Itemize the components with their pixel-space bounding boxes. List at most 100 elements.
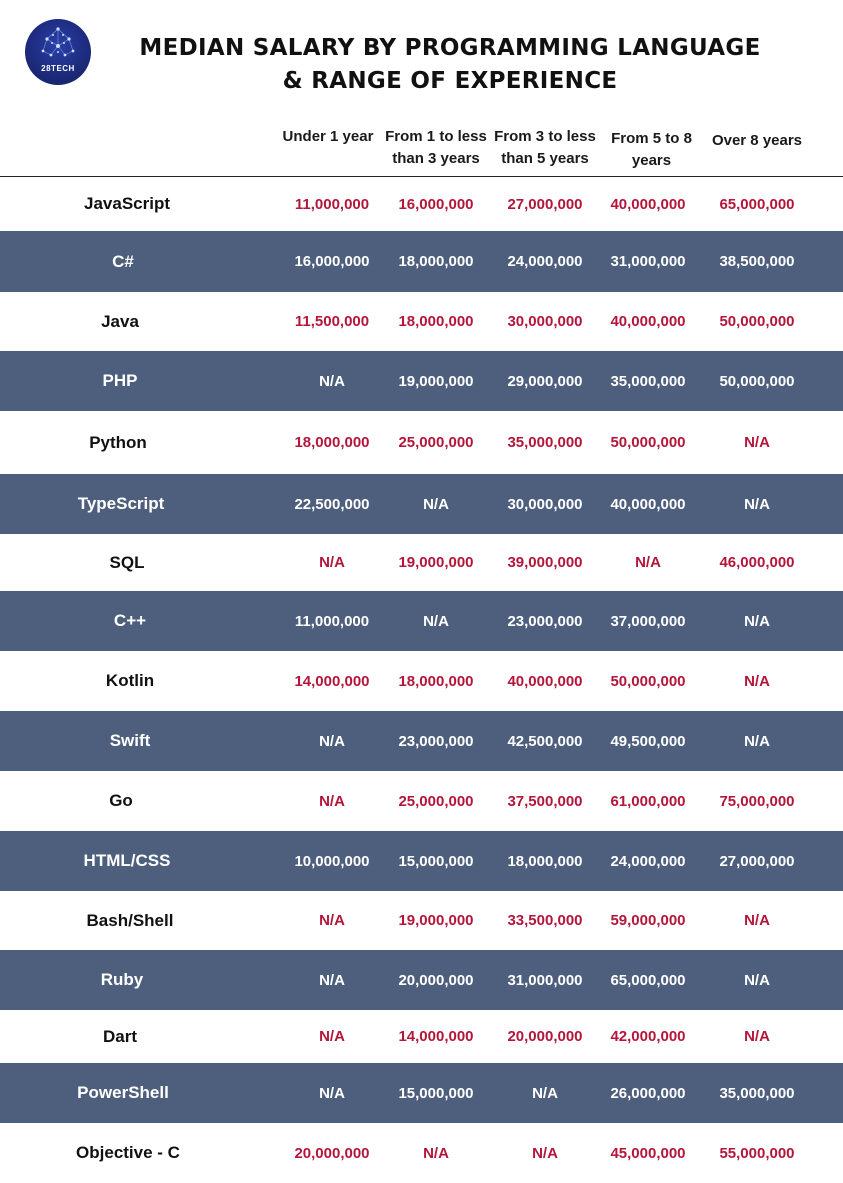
salary-cell: 18,000,000 (398, 253, 474, 270)
salary-cell: N/A (744, 672, 770, 690)
salary-cell: 50,000,000 (610, 434, 686, 451)
table-row: Bash/Shell N/A 19,000,000 33,500,000 59,000,… (0, 891, 843, 950)
column-header-over-8-years: Over 8 years (711, 132, 803, 149)
table-row: JavaScript 11,000,000 16,000,000 27,000,000… (0, 177, 843, 231)
salary-cell: 25,000,000 (398, 434, 474, 451)
language-name: Ruby (100, 970, 144, 989)
logo: 28TECH (25, 19, 91, 85)
salary-cell: 20,000,000 (398, 971, 474, 989)
salary-cell: N/A (319, 1028, 345, 1045)
table-row: C# 16,000,000 18,000,000 24,000,000 31,000,0… (0, 231, 843, 292)
salary-cell: 31,000,000 (507, 971, 583, 989)
table-row: C++ 11,000,000 N/A 23,000,000 37,000,000 N/A (0, 591, 843, 651)
language-name: PHP (102, 371, 138, 390)
salary-cell: 37,500,000 (507, 792, 583, 810)
salary-cell: 65,000,000 (610, 971, 686, 989)
salary-cell: 20,000,000 (294, 1144, 370, 1162)
salary-cell: 50,000,000 (610, 672, 686, 690)
salary-cell: 23,000,000 (507, 612, 583, 630)
table-row: Kotlin 14,000,000 18,000,000 40,000,000 50,0… (0, 651, 843, 711)
salary-cell: 11,500,000 (294, 313, 370, 330)
salary-cell: N/A (423, 1144, 449, 1162)
language-name: C# (112, 251, 134, 271)
salary-cell: 15,000,000 (398, 1084, 474, 1102)
salary-cell: 61,000,000 (610, 792, 686, 810)
salary-cell: 25,000,000 (398, 792, 474, 810)
salary-cell: 18,000,000 (294, 434, 370, 451)
salary-cell: N/A (635, 554, 661, 571)
title-line-1: MEDIAN SALARY BY PROGRAMMING LANGUAGE (139, 35, 761, 61)
salary-cell: 16,000,000 (398, 195, 474, 213)
table-row: SQL N/A 19,000,000 39,000,000 N/A 46,000,000 (0, 534, 843, 591)
salary-cell: N/A (744, 912, 770, 929)
salary-cell: 31,000,000 (610, 253, 686, 270)
salary-cell: 29,000,000 (507, 372, 583, 390)
salary-cell: 33,500,000 (507, 912, 583, 929)
table-row: Dart N/A 14,000,000 20,000,000 42,000,000 N/A (0, 1010, 843, 1063)
salary-cell: 30,000,000 (507, 495, 583, 513)
salary-cell: 18,000,000 (398, 313, 474, 330)
salary-cell: 20,000,000 (507, 1028, 583, 1045)
header-divider (0, 176, 843, 177)
table-row: Objective - C 20,000,000 N/A N/A 45,000,000 5… (0, 1123, 843, 1183)
language-name: HTML/CSS (83, 851, 171, 870)
salary-cell: 38,500,000 (719, 253, 795, 270)
salary-cell: 75,000,000 (719, 792, 795, 810)
language-name: C++ (113, 611, 147, 630)
table-row: Swift N/A 23,000,000 42,500,000 49,500,000 N/… (0, 711, 843, 771)
column-header-under-1-year: Under 1 year (282, 128, 374, 145)
salary-cell: 24,000,000 (507, 253, 583, 270)
language-name: Java (101, 311, 139, 331)
table-row: Ruby N/A 20,000,000 31,000,000 65,000,000 N/A (0, 950, 843, 1010)
language-name: SQL (109, 552, 145, 572)
page-title: MEDIAN SALARY BY PROGRAMMING LANGUAGE & … (100, 32, 800, 98)
salary-cell: N/A (319, 912, 345, 929)
salary-cell: N/A (319, 554, 345, 571)
salary-cell: N/A (744, 434, 770, 451)
salary-cell: 30,000,000 (507, 313, 583, 330)
column-header-1-to-3-years: From 1 to less than 3 years (385, 128, 487, 167)
salary-cell: 45,000,000 (610, 1144, 686, 1162)
salary-cell: 37,000,000 (610, 612, 686, 630)
salary-cell: N/A (319, 971, 345, 989)
language-name: Dart (102, 1026, 137, 1046)
salary-cell: N/A (319, 792, 345, 810)
salary-cell: N/A (744, 971, 770, 989)
salary-cell: 22,500,000 (294, 495, 370, 513)
salary-cell: 49,500,000 (610, 732, 686, 750)
table-row: Java 11,500,000 18,000,000 30,000,000 40,000… (0, 292, 843, 351)
salary-cell: 50,000,000 (719, 372, 795, 390)
salary-cell: 40,000,000 (610, 495, 686, 513)
salary-cell: N/A (319, 372, 345, 390)
salary-cell: 27,000,000 (507, 195, 583, 213)
salary-cell: 46,000,000 (719, 554, 795, 571)
title-line-2: & RANGE OF EXPERIENCE (282, 68, 618, 94)
salary-cell: 14,000,000 (398, 1028, 474, 1045)
salary-cell: 40,000,000 (610, 313, 686, 330)
salary-cell: 42,000,000 (610, 1028, 686, 1045)
table-row: HTML/CSS 10,000,000 15,000,000 18,000,000 24… (0, 831, 843, 891)
column-header-5-to-8-years: From 5 to 8 years (611, 130, 692, 169)
salary-cell: N/A (744, 495, 770, 513)
salary-cell: 24,000,000 (610, 852, 686, 870)
column-header-3-to-5-years: From 3 to less than 5 years (494, 128, 596, 167)
table-row: PowerShell N/A 15,000,000 N/A 26,000,000 35,0… (0, 1063, 843, 1123)
salary-cell: 40,000,000 (507, 672, 583, 690)
language-name: PowerShell (77, 1083, 169, 1102)
salary-cell: 18,000,000 (398, 672, 474, 690)
salary-cell: 14,000,000 (294, 672, 370, 690)
language-name: Swift (109, 731, 151, 750)
salary-cell: 59,000,000 (610, 912, 686, 929)
salary-cell: 11,000,000 (294, 195, 370, 213)
salary-cell: N/A (532, 1084, 558, 1102)
salary-cell: N/A (423, 612, 449, 630)
salary-cell: 50,000,000 (719, 313, 795, 330)
salary-cell: 19,000,000 (398, 372, 474, 390)
salary-cell: 19,000,000 (398, 912, 474, 929)
salary-cell: 23,000,000 (398, 732, 474, 750)
salary-cell: N/A (319, 1084, 345, 1102)
salary-cell: 10,000,000 (294, 852, 370, 870)
salary-cell: 42,500,000 (507, 732, 583, 750)
salary-cell: N/A (744, 1028, 770, 1045)
salary-cell: 55,000,000 (719, 1144, 795, 1162)
